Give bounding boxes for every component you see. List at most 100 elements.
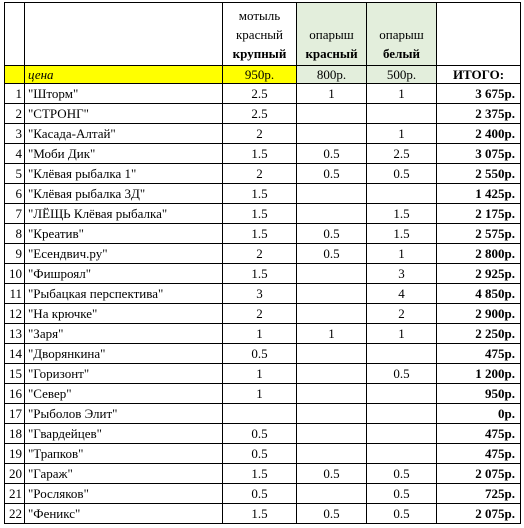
white-maggot-qty-cell[interactable]: 1 xyxy=(366,83,437,104)
red-maggot-qty-cell[interactable]: 0.5 xyxy=(296,223,367,244)
row-total-cell[interactable]: 1 200р. xyxy=(436,363,521,384)
bloodworm-qty-cell[interactable]: 2 xyxy=(222,303,297,324)
row-number-cell[interactable]: 21 xyxy=(4,483,25,504)
row-total-cell[interactable]: 2 400р. xyxy=(436,123,521,144)
club-name-cell[interactable]: "ЛЁЩЬ Клёвая рыбалка" xyxy=(24,203,223,224)
row-number-cell[interactable]: 8 xyxy=(4,223,25,244)
bloodworm-qty-cell[interactable] xyxy=(222,403,297,424)
bloodworm-qty-cell[interactable]: 0.5 xyxy=(222,343,297,364)
bloodworm-qty-cell[interactable]: 1.5 xyxy=(222,183,297,204)
white-maggot-qty-cell[interactable]: 1 xyxy=(366,123,437,144)
club-name-cell[interactable]: "Фишроял" xyxy=(24,263,223,284)
red-maggot-qty-cell[interactable] xyxy=(296,123,367,144)
row-number-cell[interactable]: 10 xyxy=(4,263,25,284)
row-total-cell[interactable]: 475р. xyxy=(436,423,521,444)
bloodworm-qty-cell[interactable]: 2.5 xyxy=(222,83,297,104)
white-maggot-qty-cell[interactable] xyxy=(366,183,437,204)
red-maggot-qty-cell[interactable] xyxy=(296,303,367,324)
price-cell-number[interactable] xyxy=(4,65,25,84)
row-number-cell[interactable]: 12 xyxy=(4,303,25,324)
white-maggot-qty-cell[interactable]: 0.5 xyxy=(366,363,437,384)
white-maggot-qty-cell[interactable]: 1 xyxy=(366,243,437,264)
total-header[interactable]: ИТОГО: xyxy=(436,65,521,84)
white-maggot-qty-cell[interactable]: 0.5 xyxy=(366,483,437,504)
row-number-cell[interactable]: 4 xyxy=(4,143,25,164)
row-total-cell[interactable]: 475р. xyxy=(436,443,521,464)
row-total-cell[interactable]: 0р. xyxy=(436,403,521,424)
bloodworm-qty-cell[interactable]: 1.5 xyxy=(222,223,297,244)
white-maggot-qty-cell[interactable]: 0.5 xyxy=(366,463,437,484)
row-total-cell[interactable]: 2 575р. xyxy=(436,223,521,244)
row-total-cell[interactable]: 2 075р. xyxy=(436,463,521,484)
row-total-cell[interactable]: 2 925р. xyxy=(436,263,521,284)
red-maggot-qty-cell[interactable] xyxy=(296,383,367,404)
red-maggot-qty-cell[interactable] xyxy=(296,363,367,384)
row-number-cell[interactable]: 13 xyxy=(4,323,25,344)
row-total-cell[interactable]: 1 425р. xyxy=(436,183,521,204)
header-cell-name[interactable] xyxy=(24,2,223,66)
red-maggot-qty-cell[interactable] xyxy=(296,183,367,204)
header-cell-white-maggot[interactable]: опарыш белый xyxy=(366,2,437,66)
red-maggot-qty-cell[interactable]: 0.5 xyxy=(296,243,367,264)
row-total-cell[interactable]: 2 375р. xyxy=(436,103,521,124)
bloodworm-qty-cell[interactable]: 0.5 xyxy=(222,423,297,444)
red-maggot-qty-cell[interactable]: 0.5 xyxy=(296,503,367,524)
header-cell-bloodworm[interactable]: мотыль красный крупный xyxy=(222,2,297,66)
bloodworm-qty-cell[interactable]: 1 xyxy=(222,323,297,344)
row-total-cell[interactable]: 475р. xyxy=(436,343,521,364)
row-number-cell[interactable]: 11 xyxy=(4,283,25,304)
club-name-cell[interactable]: "Горизонт" xyxy=(24,363,223,384)
bloodworm-qty-cell[interactable]: 1.5 xyxy=(222,503,297,524)
red-maggot-qty-cell[interactable]: 0.5 xyxy=(296,463,367,484)
white-maggot-qty-cell[interactable]: 0.5 xyxy=(366,503,437,524)
white-maggot-qty-cell[interactable]: 4 xyxy=(366,283,437,304)
red-maggot-qty-cell[interactable] xyxy=(296,203,367,224)
row-total-cell[interactable]: 725р. xyxy=(436,483,521,504)
price-red-maggot[interactable]: 800р. xyxy=(296,65,367,84)
row-number-cell[interactable]: 16 xyxy=(4,383,25,404)
red-maggot-qty-cell[interactable] xyxy=(296,403,367,424)
bloodworm-qty-cell[interactable]: 1 xyxy=(222,383,297,404)
club-name-cell[interactable]: "Рыболов Элит" xyxy=(24,403,223,424)
bloodworm-qty-cell[interactable]: 1.5 xyxy=(222,143,297,164)
row-total-cell[interactable]: 2 175р. xyxy=(436,203,521,224)
row-number-cell[interactable]: 3 xyxy=(4,123,25,144)
bloodworm-qty-cell[interactable]: 0.5 xyxy=(222,483,297,504)
bloodworm-qty-cell[interactable]: 1.5 xyxy=(222,263,297,284)
row-number-cell[interactable]: 19 xyxy=(4,443,25,464)
row-total-cell[interactable]: 2 250р. xyxy=(436,323,521,344)
row-number-cell[interactable]: 7 xyxy=(4,203,25,224)
header-cell-total[interactable] xyxy=(436,2,521,66)
white-maggot-qty-cell[interactable] xyxy=(366,403,437,424)
white-maggot-qty-cell[interactable] xyxy=(366,383,437,404)
price-white-maggot[interactable]: 500р. xyxy=(366,65,437,84)
row-number-cell[interactable]: 17 xyxy=(4,403,25,424)
club-name-cell[interactable]: "Рыбацкая перспектива" xyxy=(24,283,223,304)
white-maggot-qty-cell[interactable]: 1.5 xyxy=(366,223,437,244)
red-maggot-qty-cell[interactable] xyxy=(296,483,367,504)
club-name-cell[interactable]: "Клёвая рыбалка 3Д" xyxy=(24,183,223,204)
row-total-cell[interactable]: 3 075р. xyxy=(436,143,521,164)
row-number-cell[interactable]: 5 xyxy=(4,163,25,184)
white-maggot-qty-cell[interactable]: 3 xyxy=(366,263,437,284)
red-maggot-qty-cell[interactable] xyxy=(296,423,367,444)
row-total-cell[interactable]: 2 075р. xyxy=(436,503,521,524)
red-maggot-qty-cell[interactable] xyxy=(296,443,367,464)
bloodworm-qty-cell[interactable]: 1.5 xyxy=(222,463,297,484)
row-number-cell[interactable]: 18 xyxy=(4,423,25,444)
price-label[interactable]: цена xyxy=(24,65,223,84)
bloodworm-qty-cell[interactable]: 2 xyxy=(222,123,297,144)
bloodworm-qty-cell[interactable]: 0.5 xyxy=(222,443,297,464)
row-total-cell[interactable]: 3 675р. xyxy=(436,83,521,104)
price-bloodworm[interactable]: 950р. xyxy=(222,65,297,84)
white-maggot-qty-cell[interactable]: 1.5 xyxy=(366,203,437,224)
bloodworm-qty-cell[interactable]: 2 xyxy=(222,243,297,264)
white-maggot-qty-cell[interactable]: 2.5 xyxy=(366,143,437,164)
bloodworm-qty-cell[interactable]: 2.5 xyxy=(222,103,297,124)
club-name-cell[interactable]: "Заря" xyxy=(24,323,223,344)
row-total-cell[interactable]: 2 900р. xyxy=(436,303,521,324)
club-name-cell[interactable]: "Феникс" xyxy=(24,503,223,524)
club-name-cell[interactable]: "Есендвич.ру" xyxy=(24,243,223,264)
red-maggot-qty-cell[interactable]: 0.5 xyxy=(296,143,367,164)
club-name-cell[interactable]: "Моби Дик" xyxy=(24,143,223,164)
